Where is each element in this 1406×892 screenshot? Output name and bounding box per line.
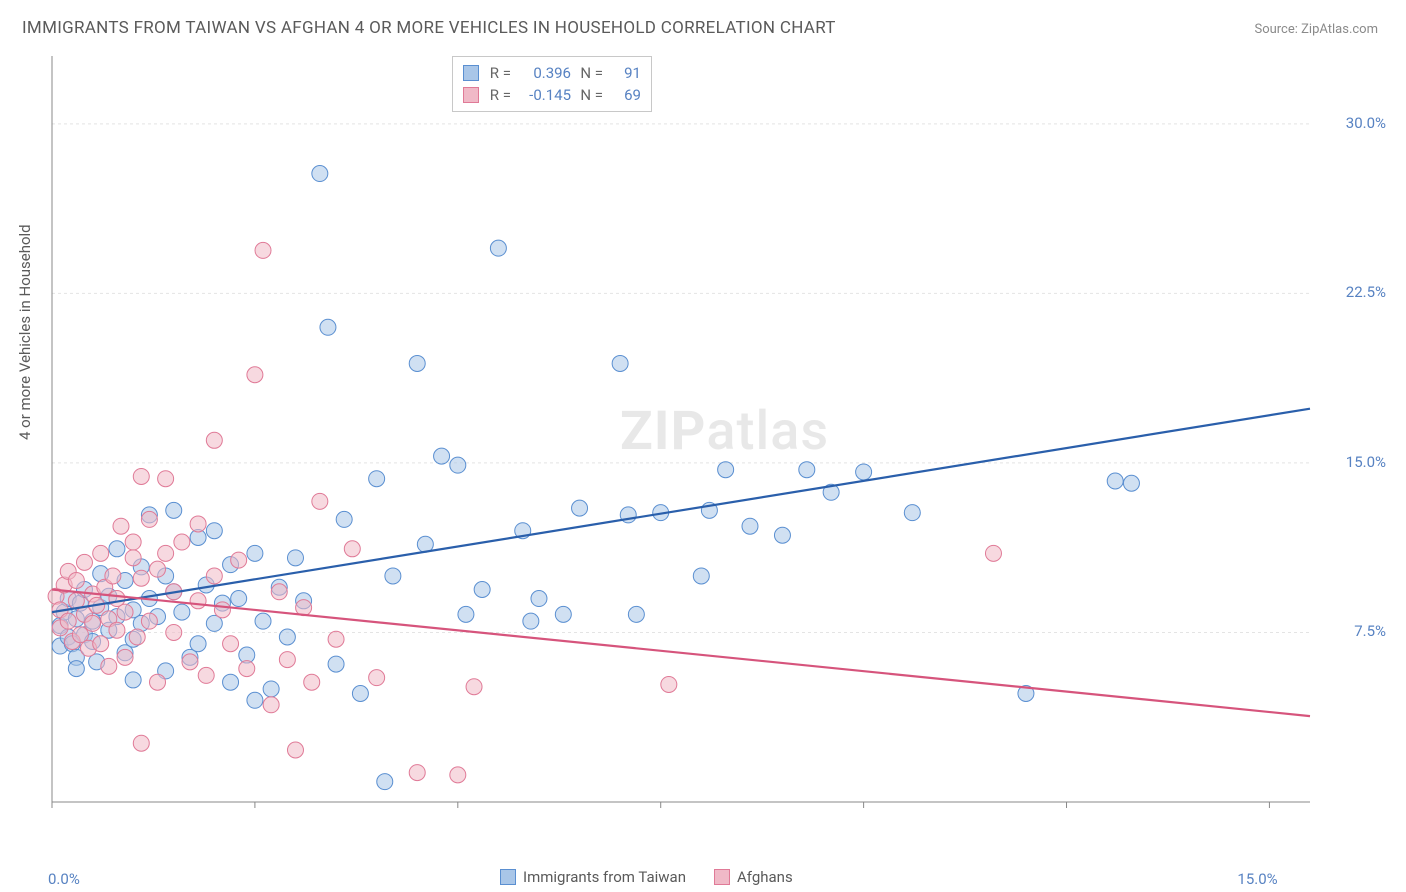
stats-legend: R = 0.396 N = 91 R = -0.145 N = 69 (452, 56, 652, 112)
chart-title: IMMIGRANTS FROM TAIWAN VS AFGHAN 4 OR MO… (22, 18, 836, 38)
r-label: R = (487, 64, 511, 82)
y-tick-label: 15.0% (1346, 453, 1386, 471)
y-tick-label: 30.0% (1346, 114, 1386, 132)
stats-legend-row-afghan: R = -0.145 N = 69 (463, 84, 641, 106)
legend-swatch-afghan (463, 87, 479, 103)
legend-label: Afghans (737, 868, 793, 886)
r-value-afghan: -0.145 (519, 86, 571, 104)
legend-item: Immigrants from Taiwan (500, 868, 686, 886)
series-legend: Immigrants from Taiwan Afghans (500, 868, 793, 886)
y-tick-label: 7.5% (1354, 622, 1386, 640)
n-value-taiwan: 91 (611, 64, 641, 82)
r-label: R = (487, 86, 511, 104)
y-axis-label: 4 or more Vehicles in Household (16, 224, 34, 440)
y-tick-label: 22.5% (1346, 283, 1386, 301)
n-label: N = (579, 64, 603, 82)
source-attribution: Source: ZipAtlas.com (1254, 22, 1378, 37)
legend-swatch-taiwan (463, 65, 479, 81)
r-value-taiwan: 0.396 (519, 64, 571, 82)
scatter-chart (46, 48, 1378, 868)
x-tick-label: 0.0% (48, 870, 80, 888)
legend-label: Immigrants from Taiwan (523, 868, 686, 886)
x-tick-label: 15.0% (1237, 870, 1277, 888)
legend-swatch (714, 869, 730, 885)
n-label: N = (579, 86, 603, 104)
n-value-afghan: 69 (611, 86, 641, 104)
stats-legend-row-taiwan: R = 0.396 N = 91 (463, 62, 641, 84)
legend-swatch (500, 869, 516, 885)
legend-item: Afghans (714, 868, 793, 886)
